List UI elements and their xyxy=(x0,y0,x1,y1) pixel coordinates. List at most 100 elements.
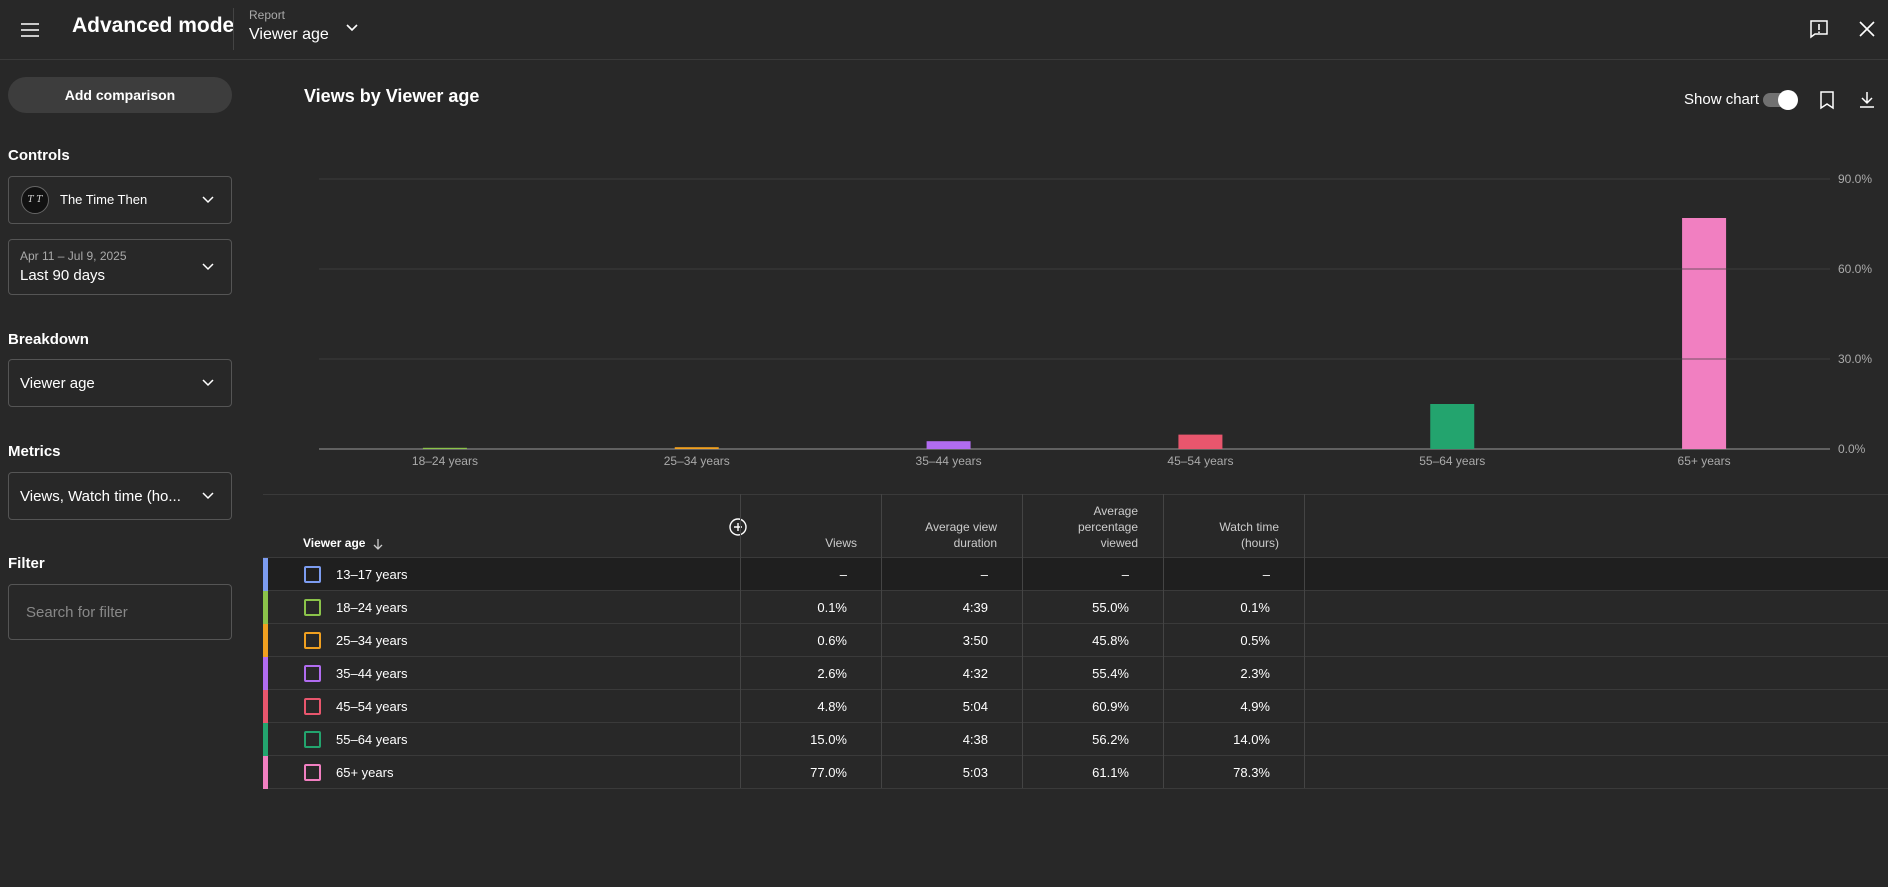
show-chart-label: Show chart xyxy=(1684,91,1760,108)
cell-views: 4.8% xyxy=(817,699,847,714)
metrics-label: Metrics xyxy=(8,443,61,460)
bar[interactable] xyxy=(926,441,971,449)
x-tick-label: 25–34 years xyxy=(664,454,730,468)
row-label: 18–24 years xyxy=(336,600,408,615)
date-range-selector[interactable]: Apr 11 – Jul 9, 2025 Last 90 days xyxy=(8,239,232,295)
row-color-strip xyxy=(263,591,268,624)
sort-arrow-down-icon[interactable] xyxy=(371,537,385,551)
bar[interactable] xyxy=(674,447,719,449)
show-chart-toggle[interactable] xyxy=(1763,90,1798,110)
row-color-strip xyxy=(263,723,268,756)
bar[interactable] xyxy=(1430,404,1475,449)
column-header-views[interactable]: Views xyxy=(825,536,857,550)
chevron-down-icon xyxy=(202,379,214,387)
cell-pct: – xyxy=(1121,567,1129,582)
metrics-value: Views, Watch time (ho... xyxy=(20,488,181,505)
y-tick-label: 60.0% xyxy=(1838,262,1872,276)
bar[interactable] xyxy=(1682,218,1727,449)
top-bar: Advanced mode Report Viewer age xyxy=(0,0,1888,60)
column-divider xyxy=(881,494,882,788)
row-checkbox[interactable] xyxy=(304,566,321,583)
row-checkbox[interactable] xyxy=(304,632,321,649)
y-tick-label: 0.0% xyxy=(1838,442,1866,456)
chevron-down-icon xyxy=(202,492,214,500)
row-checkbox[interactable] xyxy=(304,665,321,682)
row-checkbox[interactable] xyxy=(304,764,321,781)
x-tick-label: 35–44 years xyxy=(916,454,982,468)
x-tick-label: 55–64 years xyxy=(1419,454,1485,468)
cell-watch: 2.3% xyxy=(1240,666,1270,681)
column-header-viewer-age[interactable]: Viewer age xyxy=(303,495,603,559)
column-divider xyxy=(1304,494,1305,788)
app-title: Advanced mode xyxy=(72,14,235,37)
table-row[interactable]: 18–24 years 0.1% 4:39 55.0% 0.1% xyxy=(263,591,1888,624)
breakdown-selector[interactable]: Viewer age xyxy=(8,359,232,407)
date-range-value: Last 90 days xyxy=(20,267,106,284)
bar[interactable] xyxy=(422,447,467,449)
cell-watch: 78.3% xyxy=(1233,765,1270,780)
chevron-down-icon[interactable] xyxy=(342,18,362,38)
chevron-down-icon xyxy=(202,263,214,271)
table-body: 13–17 years – – – – 18–24 years 0.1% 4:39 55.0% 0… xyxy=(263,558,1888,789)
x-tick-label: 45–54 years xyxy=(1167,454,1233,468)
row-color-strip xyxy=(263,558,268,591)
feedback-icon[interactable] xyxy=(1808,18,1830,40)
table-row[interactable]: 55–64 years 15.0% 4:38 56.2% 14.0% xyxy=(263,723,1888,756)
cell-views: – xyxy=(839,567,847,582)
breakdown-label: Breakdown xyxy=(8,331,89,348)
add-comparison-button[interactable]: Add comparison xyxy=(8,77,232,113)
row-checkbox[interactable] xyxy=(304,698,321,715)
data-table: Viewer age Views Average view duration A… xyxy=(263,494,1888,789)
chart-title: Views by Viewer age xyxy=(304,86,480,106)
cell-views: 77.0% xyxy=(810,765,847,780)
table-row[interactable]: 13–17 years – – – – xyxy=(263,558,1888,591)
close-icon[interactable] xyxy=(1856,18,1878,40)
filter-search-input[interactable] xyxy=(8,584,232,640)
report-value[interactable]: Viewer age xyxy=(249,26,329,43)
channel-selector[interactable]: T T The Time Then xyxy=(8,176,232,224)
bar[interactable] xyxy=(1178,434,1223,449)
column-header-avg-view-duration[interactable]: Average view duration xyxy=(925,520,997,550)
table-row[interactable]: 25–34 years 0.6% 3:50 45.8% 0.5% xyxy=(263,624,1888,657)
sidebar: Add comparison Controls T T The Time The… xyxy=(0,61,240,887)
controls-label: Controls xyxy=(8,147,70,164)
toggle-knob xyxy=(1778,90,1798,110)
cell-duration: – xyxy=(980,567,988,582)
cell-duration: 4:38 xyxy=(962,732,988,747)
report-label: Report xyxy=(249,8,286,22)
table-row[interactable]: 35–44 years 2.6% 4:32 55.4% 2.3% xyxy=(263,657,1888,690)
metrics-selector[interactable]: Views, Watch time (ho... xyxy=(8,472,232,520)
y-tick-label: 90.0% xyxy=(1838,172,1872,186)
column-header-watch-time[interactable]: Watch time (hours) xyxy=(1219,520,1279,550)
cell-duration: 5:04 xyxy=(962,699,988,714)
column-header-avg-percentage-viewed[interactable]: Average percentage viewed xyxy=(1077,504,1138,550)
cell-duration: 4:39 xyxy=(962,600,988,615)
row-label: 65+ years xyxy=(336,765,394,780)
cell-pct: 61.1% xyxy=(1092,765,1129,780)
breakdown-value: Viewer age xyxy=(20,375,95,392)
hamburger-menu-icon[interactable] xyxy=(18,18,42,42)
row-checkbox[interactable] xyxy=(304,599,321,616)
table-header: Viewer age Views Average view duration A… xyxy=(263,494,1888,558)
x-tick-label: 65+ years xyxy=(1678,454,1731,468)
cell-duration: 4:32 xyxy=(962,666,988,681)
x-tick-label: 18–24 years xyxy=(412,454,478,468)
cell-pct: 60.9% xyxy=(1092,699,1129,714)
table-row[interactable]: 65+ years 77.0% 5:03 61.1% 78.3% xyxy=(263,756,1888,789)
cell-watch: – xyxy=(1262,567,1270,582)
filter-label: Filter xyxy=(8,555,45,572)
table-row[interactable]: 45–54 years 4.8% 5:04 60.9% 4.9% xyxy=(263,690,1888,723)
cell-watch: 14.0% xyxy=(1233,732,1270,747)
cell-views: 15.0% xyxy=(810,732,847,747)
cell-views: 0.6% xyxy=(817,633,847,648)
column-divider xyxy=(1163,494,1164,788)
row-checkbox[interactable] xyxy=(304,731,321,748)
row-color-strip xyxy=(263,690,268,723)
download-icon[interactable] xyxy=(1856,89,1878,111)
views-bar-chart: 0.0% 30.0% 60.0% 90.0% 18–24 years 25–34 year… xyxy=(319,172,1872,468)
chevron-down-icon xyxy=(202,196,214,204)
y-tick-label: 30.0% xyxy=(1838,352,1872,366)
cell-duration: 5:03 xyxy=(962,765,988,780)
channel-avatar: T T xyxy=(21,186,49,214)
bookmark-icon[interactable] xyxy=(1816,89,1838,111)
